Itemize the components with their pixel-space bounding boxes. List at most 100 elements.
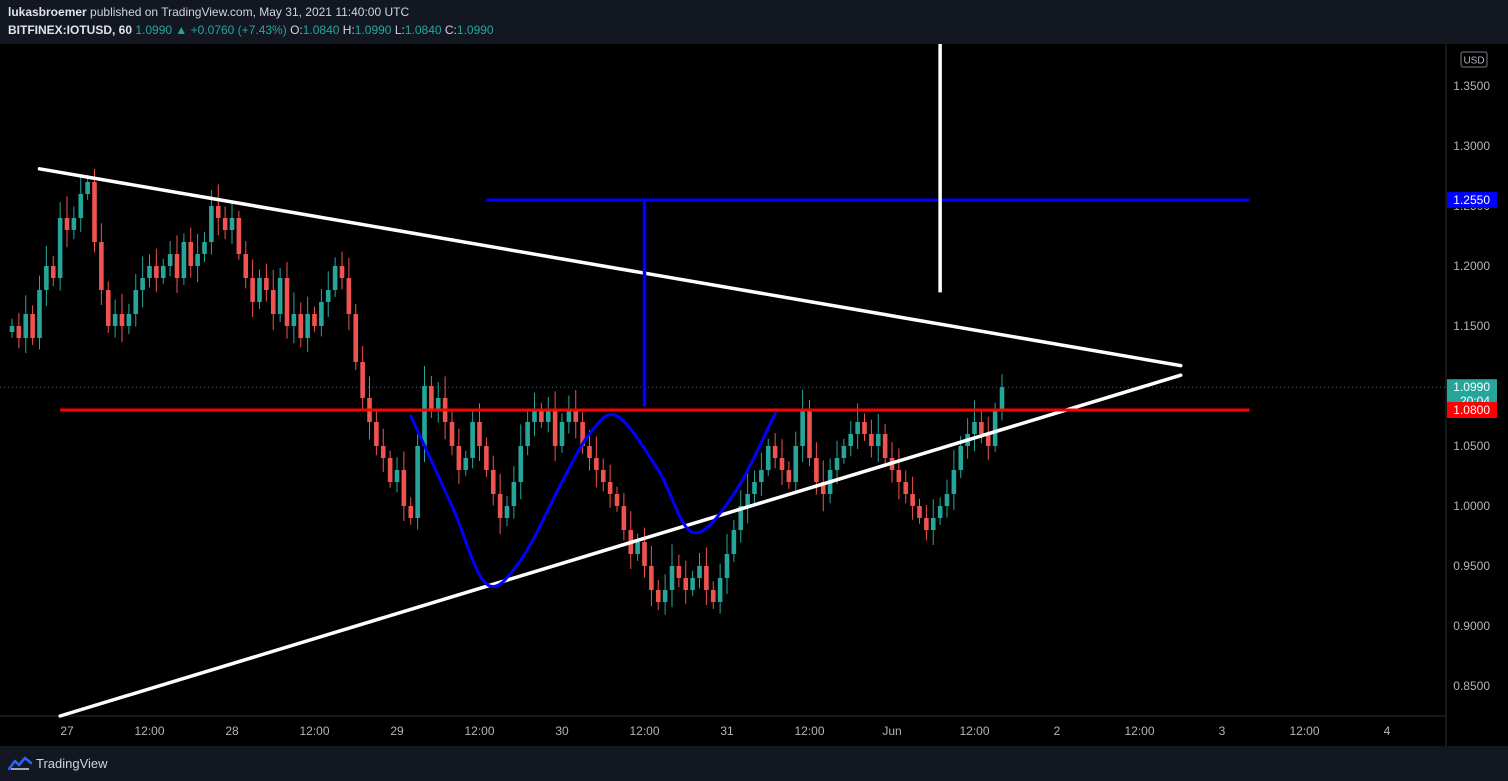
candle: [875, 413, 881, 463]
candle-body: [50, 266, 56, 278]
candle: [566, 395, 572, 434]
candle: [745, 472, 750, 524]
candle: [167, 241, 173, 277]
candle-body: [559, 422, 565, 446]
candle: [607, 464, 613, 508]
candle-body: [999, 387, 1005, 410]
candle-body: [64, 218, 70, 230]
candle-body: [71, 218, 77, 230]
candle-body: [37, 290, 42, 338]
candle: [841, 438, 847, 464]
candle-body: [470, 422, 475, 458]
candle-body: [511, 482, 517, 506]
candle-body: [167, 254, 173, 266]
candle: [154, 248, 159, 292]
candle-body: [910, 494, 915, 506]
candle-body: [99, 242, 104, 290]
price-tick-label: 1.3000: [1453, 139, 1490, 153]
candle: [387, 450, 393, 488]
candle-body: [504, 506, 510, 518]
candle-body: [112, 314, 118, 326]
candle: [614, 486, 620, 512]
footer-bar: TradingView: [0, 746, 1508, 781]
time-axis-panel[interactable]: [0, 716, 1446, 746]
tradingview-logo[interactable]: TradingView: [8, 755, 108, 771]
candle: [710, 581, 716, 609]
candle: [580, 411, 585, 455]
candle: [573, 389, 579, 439]
candle-body: [353, 314, 359, 362]
candle: [284, 262, 290, 339]
candle-body: [710, 590, 716, 602]
time-tick-label: 31: [720, 724, 734, 738]
candle: [951, 449, 957, 511]
candle-body: [332, 266, 338, 290]
published-text: published on TradingView.com, May 31, 20…: [90, 5, 410, 19]
candle-body: [662, 590, 668, 602]
candle-body: [209, 206, 214, 242]
close-value: 1.0990: [456, 23, 494, 37]
author-name[interactable]: lukasbroemer: [8, 5, 87, 19]
candle: [704, 547, 709, 605]
drawings[interactable]: [37, 44, 1250, 718]
candle-body: [903, 482, 909, 494]
candle: [587, 430, 592, 471]
trendline[interactable]: [58, 373, 1183, 718]
price-tick-label: 0.9500: [1453, 559, 1490, 573]
candle: [353, 303, 359, 371]
change-arrow-icon: ▲: [175, 23, 188, 37]
candle: [394, 457, 400, 493]
candle: [37, 275, 42, 350]
candle: [270, 269, 276, 331]
candle: [683, 560, 689, 604]
trendline[interactable]: [37, 167, 1183, 368]
candle-body: [800, 410, 805, 446]
candle-body: [985, 434, 991, 446]
candle-body: [759, 470, 764, 482]
candle-body: [380, 446, 386, 458]
candle: [497, 473, 503, 535]
candles[interactable]: [9, 169, 1005, 615]
candle-body: [765, 446, 771, 470]
candle-body: [979, 422, 984, 434]
candle: [319, 289, 324, 337]
candle: [662, 574, 668, 615]
candle-body: [841, 446, 847, 458]
candle-body: [525, 422, 530, 446]
high-value: 1.0990: [354, 23, 392, 37]
pattern-curve[interactable]: [409, 412, 777, 588]
candle: [484, 437, 489, 477]
candle: [594, 436, 599, 488]
candle: [924, 505, 929, 541]
candle-body: [951, 470, 957, 494]
candle-body: [704, 566, 709, 590]
candle-body: [449, 422, 455, 446]
candle: [635, 533, 640, 561]
candle: [92, 169, 97, 253]
candle-body: [270, 290, 276, 314]
candle: [793, 431, 799, 494]
candle: [202, 231, 207, 263]
candle-body: [738, 506, 744, 530]
symbol-label[interactable]: BITFINEX:IOTUSD, 60: [8, 23, 133, 37]
candle-body: [85, 182, 90, 194]
candle-body: [539, 410, 544, 422]
candle: [50, 255, 56, 287]
chart-header: lukasbroemer published on TradingView.co…: [0, 0, 1508, 44]
candle-body: [105, 290, 111, 326]
currency-badge[interactable]: USD: [1460, 51, 1488, 68]
price-tick-label: 0.8500: [1453, 679, 1490, 693]
close-label: C:: [444, 23, 457, 37]
candle-body: [655, 590, 661, 602]
candle-body: [649, 566, 654, 590]
candle: [985, 416, 991, 460]
candle: [910, 476, 915, 520]
candle-body: [422, 386, 427, 446]
candle-body: [745, 494, 750, 506]
candle-body: [133, 290, 139, 314]
candle-body: [30, 314, 35, 338]
candle: [332, 257, 338, 297]
candle: [930, 499, 936, 545]
